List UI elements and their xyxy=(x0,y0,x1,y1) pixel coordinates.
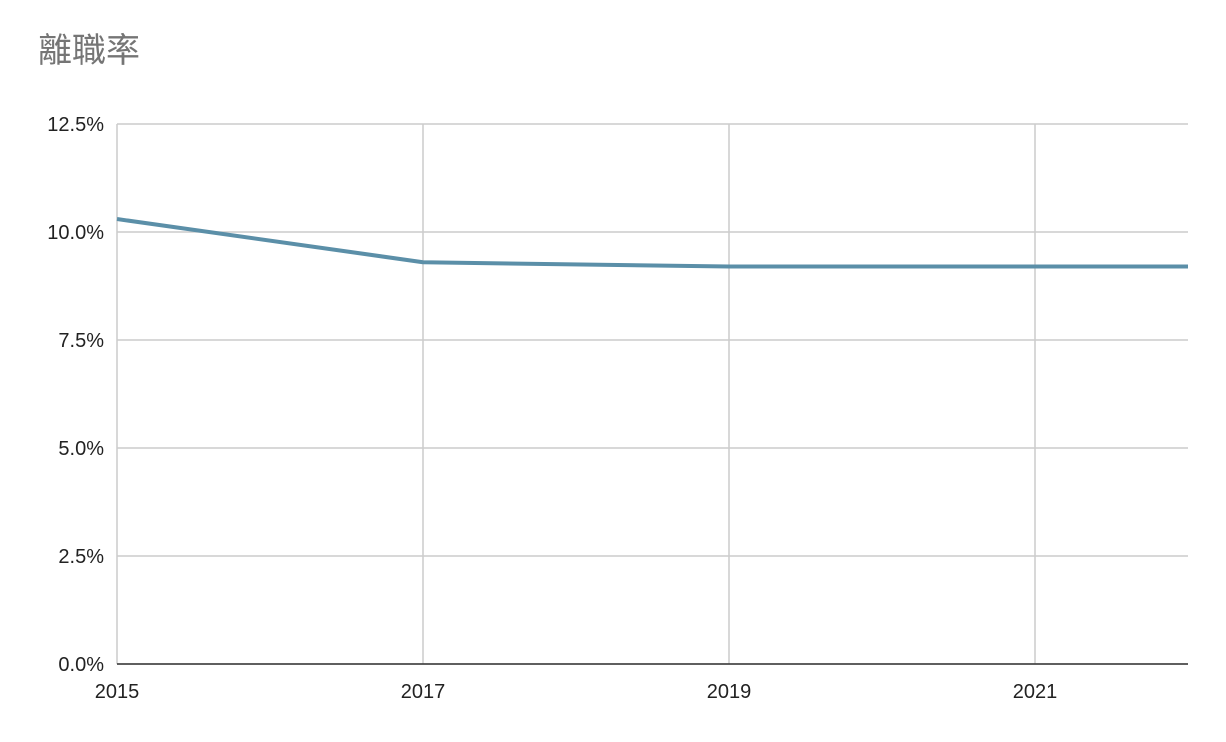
x-tick-label: 2019 xyxy=(707,681,752,703)
x-tick-label: 2017 xyxy=(401,681,446,703)
chart-title: 離職率 xyxy=(38,32,140,70)
y-tick-label: 2.5% xyxy=(58,546,104,568)
x-tick-label: 2021 xyxy=(1013,681,1058,703)
y-tick-label: 10.0% xyxy=(47,222,104,244)
y-tick-label: 5.0% xyxy=(58,438,104,460)
y-tick-label: 12.5% xyxy=(47,114,104,136)
x-tick-label: 2015 xyxy=(95,681,140,703)
y-tick-label: 7.5% xyxy=(58,330,104,352)
line-series xyxy=(116,217,1188,269)
y-tick-label: 0.0% xyxy=(58,654,104,676)
